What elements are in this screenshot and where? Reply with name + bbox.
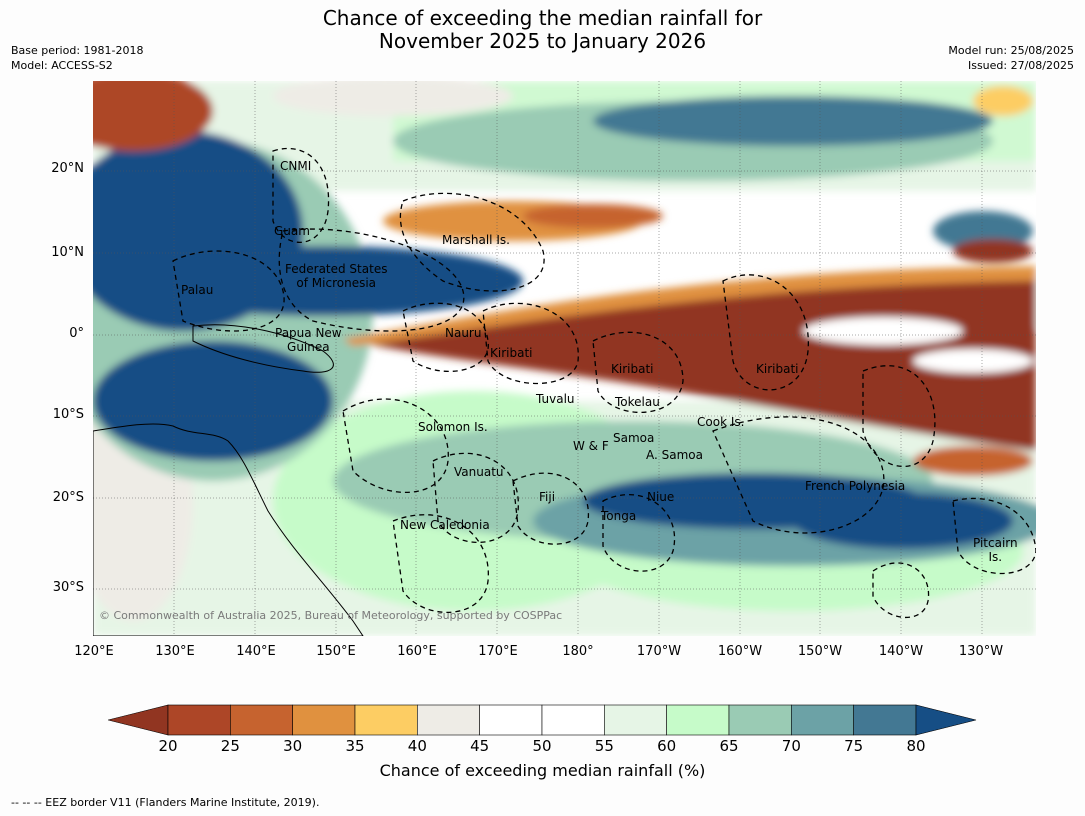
label-png-line2: Guinea (287, 340, 330, 354)
colorbar-box (666, 704, 730, 736)
issued-date: Issued: 27/08/2025 (967, 59, 1074, 72)
colorbar-tick-label: 65 (719, 737, 739, 755)
lon-label-130e: 130°E (155, 644, 195, 659)
label-fsm: Federated States of Micronesia (285, 262, 387, 290)
colorbar-box (354, 704, 418, 736)
meta-right: Model run: 25/08/2025 Issued: 27/08/2025 (948, 43, 1074, 73)
lat-label-20s: 20°S (52, 490, 84, 505)
label-solomon: Solomon Is. (418, 420, 488, 434)
lon-label-140w: 140°W (878, 644, 924, 659)
lat-label-10n: 10°N (51, 245, 84, 260)
colorbar-tick-label: 60 (657, 737, 677, 755)
colorbar-box (728, 704, 792, 736)
label-american-samoa: A. Samoa (646, 448, 703, 462)
label-samoa: Samoa (613, 431, 655, 445)
eez-borders (172, 147, 1036, 618)
colorbar-tick-label: 55 (594, 737, 614, 755)
label-pitcairn: Pitcairn Is. (973, 536, 1018, 564)
lon-label-170w: 170°W (636, 644, 682, 659)
colorbar-boxes (167, 704, 917, 736)
colorbar-tick-label: 80 (906, 737, 926, 755)
colorbar-tick-label: 50 (532, 737, 552, 755)
label-kiribati-central: Kiribati (611, 362, 654, 376)
lon-label-160e: 160°E (397, 644, 437, 659)
label-pitcairn-line2: Is. (988, 550, 1003, 564)
colorbar-under-triangle (108, 704, 169, 736)
title-line-2: November 2025 to January 2026 (378, 29, 707, 53)
title-line-1: Chance of exceeding the median rainfall … (322, 6, 763, 30)
lat-label-10s: 10°S (52, 407, 84, 422)
label-png-line1: Papua New (275, 326, 342, 340)
colorbar-box (167, 704, 231, 736)
lat-label-0: 0° (69, 326, 84, 341)
colorbar-tick-label: 45 (470, 737, 490, 755)
colorbar-over-triangle (915, 704, 977, 736)
colorbar-box (479, 704, 543, 736)
colorbar-box (417, 704, 480, 736)
colorbar-tick-label: 20 (158, 737, 178, 755)
label-fiji: Fiji (539, 490, 556, 504)
rainfall-map: CNMI Guam Marshall Is. Federated States … (93, 81, 1036, 636)
lat-label-30s: 30°S (52, 580, 84, 595)
colorbar-box (292, 704, 356, 736)
colorbar-box (604, 704, 667, 736)
label-french-polynesia: French Polynesia (805, 479, 906, 493)
colorbar-box (853, 704, 917, 736)
graticule (93, 81, 1036, 636)
label-tokelau: Tokelau (615, 395, 660, 409)
colorbar-box (541, 704, 605, 736)
colorbar (108, 704, 977, 736)
label-png: Papua New Guinea (275, 326, 342, 354)
label-fsm-line2: of Micronesia (296, 276, 377, 290)
lon-label-140e: 140°E (236, 644, 276, 659)
eez-footnote: -- -- -- EEZ border V11 (Flanders Marine… (11, 796, 320, 809)
label-nauru: Nauru (445, 326, 482, 340)
label-cnmi: CNMI (280, 159, 312, 173)
label-vanuatu: Vanuatu (454, 465, 504, 479)
colorbar-box (230, 704, 293, 736)
new-guinea-coastline (192, 324, 334, 373)
map-canvas (93, 81, 1036, 636)
lon-label-130w: 130°W (958, 644, 1004, 659)
label-guam: Guam (274, 224, 310, 238)
lat-label-20n: 20°N (51, 161, 84, 176)
lon-label-160w: 160°W (717, 644, 763, 659)
label-tuvalu: Tuvalu (536, 392, 575, 406)
colorbar-tick-label: 75 (844, 737, 864, 755)
model-run: Model run: 25/08/2025 (948, 44, 1074, 57)
colorbar-tick-label: 35 (345, 737, 365, 755)
label-new-caledonia: New Caledonia (400, 518, 490, 532)
colorbar-label: Chance of exceeding median rainfall (%) (379, 761, 706, 780)
australia-coastline (93, 423, 364, 636)
colorbar-tick-label: 25 (220, 737, 240, 755)
label-marshall: Marshall Is. (442, 233, 510, 247)
label-palau: Palau (181, 283, 214, 297)
label-pitcairn-line1: Pitcairn (973, 536, 1018, 550)
lon-label-150w: 150°W (797, 644, 843, 659)
label-cook: Cook Is. (697, 415, 745, 429)
map-title: Chance of exceeding the median rainfall … (0, 7, 1085, 53)
colorbar-tick-label: 30 (283, 737, 303, 755)
lon-label-180: 180° (562, 644, 594, 659)
label-kiribati-west: Kiribati (490, 346, 533, 360)
colorbar-tick-label: 70 (781, 737, 801, 755)
model-name: Model: ACCESS-S2 (11, 59, 113, 72)
label-fsm-line1: Federated States (285, 262, 388, 276)
colorbar-tick-label: 40 (407, 737, 427, 755)
lon-label-150e: 150°E (316, 644, 356, 659)
meta-left: Base period: 1981-2018 Model: ACCESS-S2 (11, 43, 143, 73)
lon-label-170e: 170°E (478, 644, 518, 659)
label-niue: Niue (647, 490, 675, 504)
label-kiribati-east: Kiribati (756, 362, 799, 376)
label-tonga: Tonga (601, 509, 637, 523)
label-wallis-futuna: W & F (573, 439, 609, 453)
base-period: Base period: 1981-2018 (11, 44, 144, 57)
copyright-notice: © Commonwealth of Australia 2025, Bureau… (99, 609, 563, 622)
colorbar-box (791, 704, 854, 736)
lon-label-120e: 120°E (74, 644, 114, 659)
